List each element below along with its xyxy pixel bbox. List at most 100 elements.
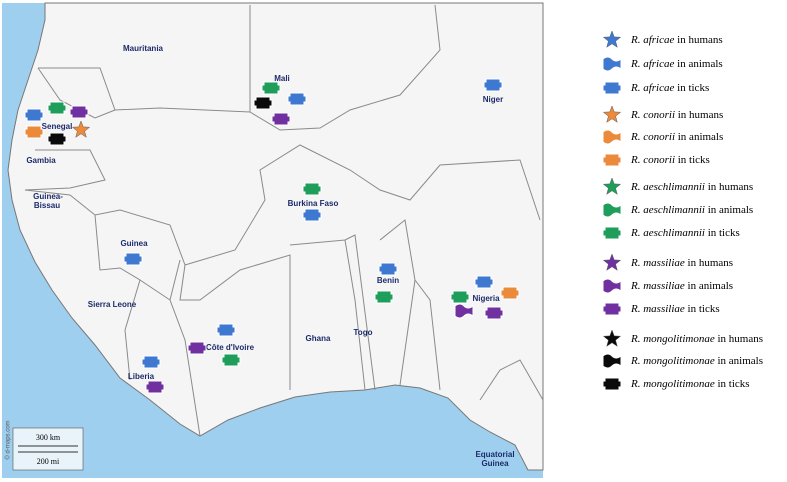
map-marker — [483, 78, 503, 92]
map-marker — [271, 112, 291, 126]
map-marker — [47, 132, 67, 146]
country-label: Gambia — [26, 156, 56, 165]
legend-species: R. africae — [630, 58, 674, 70]
legend-entry: R. massiliae in humans — [630, 257, 733, 269]
scale-label: 300 km — [36, 433, 61, 442]
legend-symbol — [602, 56, 622, 72]
legend-symbol — [602, 153, 622, 167]
legend-host: in ticks — [715, 378, 750, 390]
country-label: Senegal — [42, 122, 73, 131]
legend-symbol — [602, 129, 622, 145]
legend-symbol — [602, 105, 622, 123]
legend-host: in ticks — [705, 227, 740, 239]
map-marker — [474, 275, 494, 289]
land — [7, 2, 544, 471]
country-label: Sierra Leone — [88, 300, 137, 309]
map-marker — [69, 105, 89, 119]
legend-host: in animals — [715, 355, 763, 367]
legend-host: in animals — [674, 58, 722, 70]
country-label: Niger — [483, 95, 503, 104]
legend-entry: R. africae in humans — [630, 34, 723, 46]
legend-entry: R. conorii in animals — [630, 131, 723, 143]
map-marker — [450, 290, 470, 304]
map-marker — [47, 101, 67, 115]
country-label: Liberia — [128, 372, 155, 381]
country-label: Ghana — [306, 334, 331, 343]
country-label: Côte d'Ivoire — [206, 343, 255, 352]
legend-symbol — [602, 253, 622, 271]
map-marker — [145, 380, 165, 394]
legend-symbol — [602, 226, 622, 240]
country-label: Bissau — [34, 201, 60, 210]
scale-label: 200 mi — [37, 457, 60, 466]
map-marker — [261, 81, 281, 95]
map-marker — [221, 353, 241, 367]
legend-entry: R. aeschlimannii in ticks — [630, 227, 740, 239]
legend-species: R. conorii — [630, 154, 675, 166]
scale-bar: 300 km 200 mi — [12, 427, 84, 471]
legend-symbol — [602, 202, 622, 218]
legend-entry: R. conorii in humans — [630, 109, 723, 121]
borders — [24, 4, 544, 437]
legend-species: R. conorii — [630, 131, 675, 143]
map-marker — [253, 96, 273, 110]
legend-species: R. massiliae — [630, 303, 685, 315]
legend-host: in humans — [674, 34, 722, 46]
legend-entry: R. conorii in ticks — [630, 154, 710, 166]
country-label: Guinea — [481, 459, 509, 468]
country-label: Togo — [354, 328, 373, 337]
legend-entry: R. aeschlimannii in animals — [630, 204, 753, 216]
legend-species: R. mongolitimonae — [630, 378, 715, 390]
legend-host: in humans — [675, 109, 723, 121]
country-label: Guinea — [120, 239, 148, 248]
legend-entry: R. aeschlimannii in humans — [630, 181, 753, 193]
map-marker — [374, 290, 394, 304]
legend-host: in humans — [685, 257, 733, 269]
legend-host: in humans — [705, 181, 753, 193]
legend-symbol — [602, 329, 622, 347]
legend-species: R. africae — [630, 82, 674, 94]
map-marker — [287, 92, 307, 106]
legend-host: in humans — [715, 333, 763, 345]
legend-symbol — [602, 302, 622, 316]
map-marker — [123, 252, 143, 266]
legend-symbol — [602, 353, 622, 369]
legend-entry: R. mongolitimonae in ticks — [630, 378, 750, 390]
legend-species: R. conorii — [630, 109, 675, 121]
legend-entry: R. africae in animals — [630, 58, 723, 70]
map-marker — [24, 108, 44, 122]
legend-host: in animals — [675, 131, 723, 143]
country-label: Benin — [377, 276, 399, 285]
legend-symbol — [602, 81, 622, 95]
country-label: Mali — [274, 74, 290, 83]
legend-species: R. mongolitimonae — [630, 333, 715, 345]
legend-symbol — [602, 30, 622, 48]
legend-entry: R. africae in ticks — [630, 82, 709, 94]
country-label: Nigeria — [472, 294, 500, 303]
legend-species: R. aeschlimannii — [630, 181, 705, 193]
legend-species: R. massiliae — [630, 257, 685, 269]
legend-host: in ticks — [675, 154, 710, 166]
legend-entry: R. mongolitimonae in humans — [630, 333, 763, 345]
legend-entry: R. massiliae in ticks — [630, 303, 720, 315]
map-marker — [141, 355, 161, 369]
map-marker — [378, 262, 398, 276]
legend-entry: R. massiliae in animals — [630, 280, 733, 292]
map-marker — [216, 323, 236, 337]
map-marker — [71, 120, 91, 138]
legend-species: R. africae — [630, 34, 674, 46]
legend-species: R. massiliae — [630, 280, 685, 292]
legend-species: R. mongolitimonae — [630, 355, 715, 367]
legend-symbol — [602, 177, 622, 195]
legend-symbol — [602, 278, 622, 294]
map-marker — [484, 306, 504, 320]
country-label: Equatorial — [475, 450, 514, 459]
credit: © d-maps.com — [5, 420, 12, 459]
legend-species: R. aeschlimannii — [630, 227, 705, 239]
map-marker — [302, 208, 322, 222]
map-marker — [500, 286, 520, 300]
legend-host: in animals — [705, 204, 753, 216]
map-marker — [454, 303, 474, 319]
